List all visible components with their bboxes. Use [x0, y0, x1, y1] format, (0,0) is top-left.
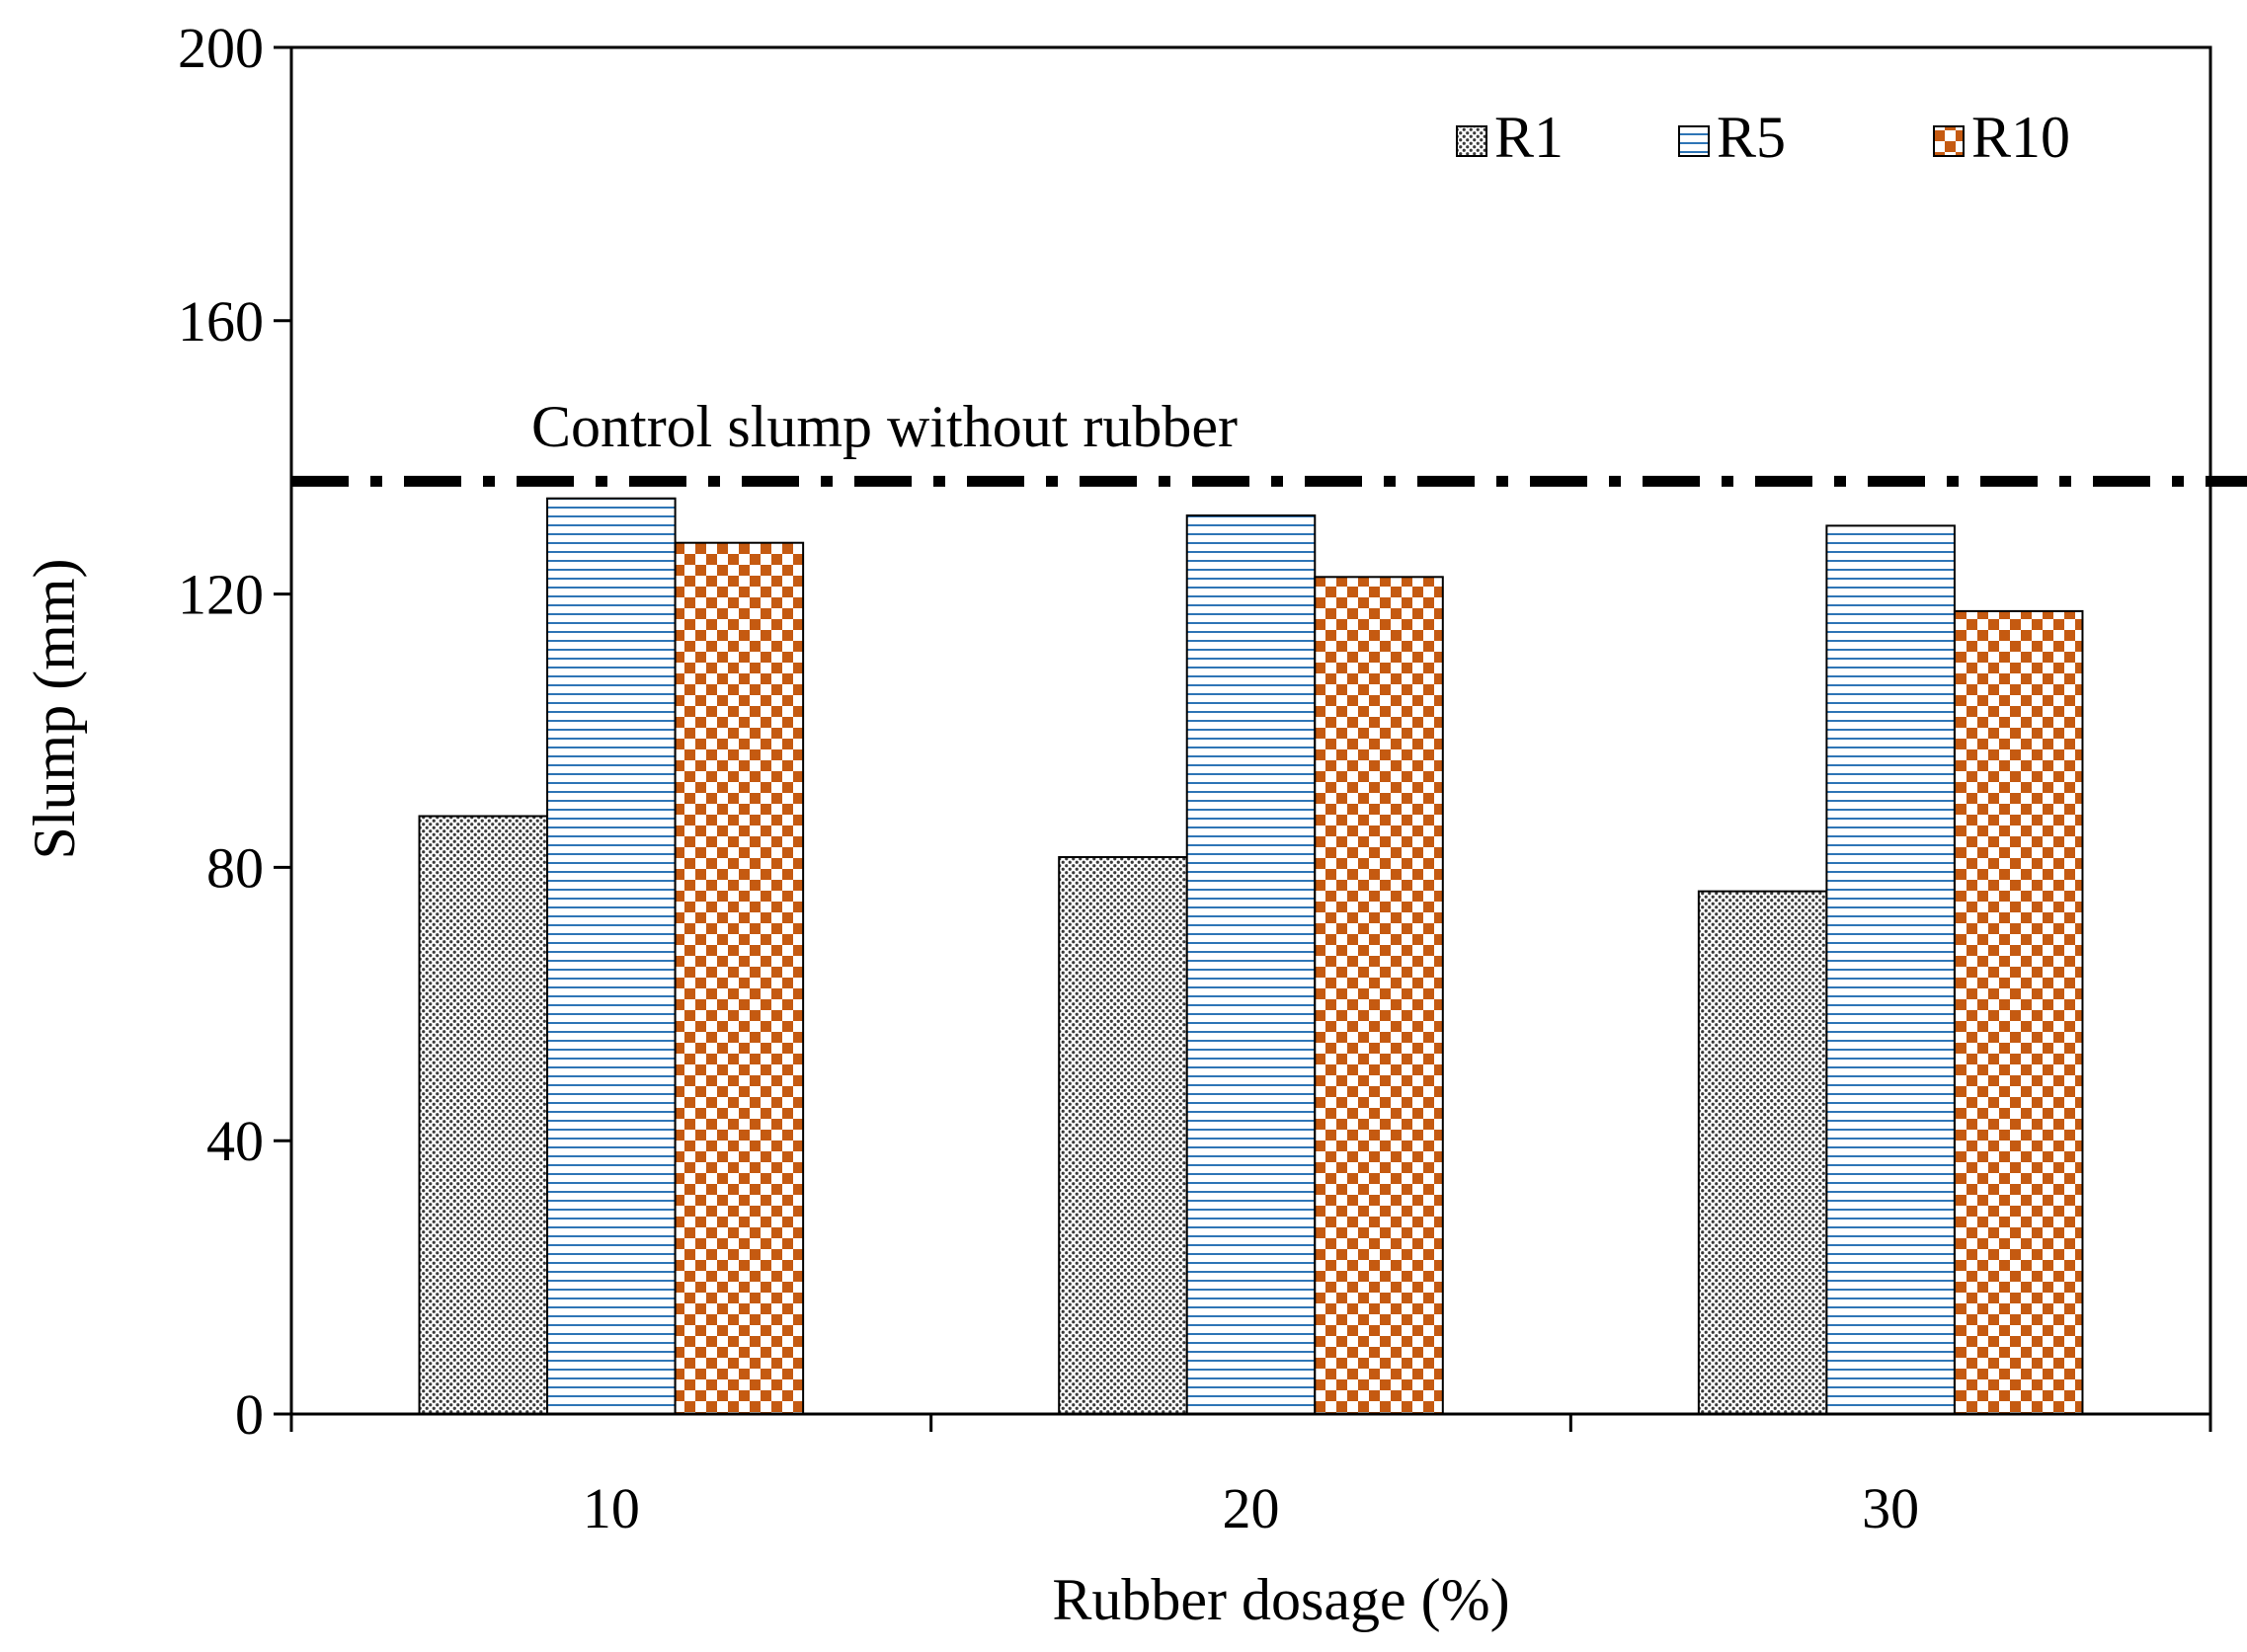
legend-swatch-r5 [1678, 125, 1710, 157]
legend-label-r10: R10 [1971, 105, 2070, 170]
legend-swatch-r10 [1933, 125, 1965, 157]
bar-r5-10 [546, 497, 677, 1416]
bar-r1-20 [1058, 856, 1188, 1415]
bar-r1-30 [1697, 890, 1828, 1415]
y-tick-label: 200 [178, 16, 264, 80]
bar-r10-20 [1314, 576, 1444, 1415]
legend-label-r5: R5 [1717, 105, 1786, 170]
bar-r5-20 [1185, 514, 1317, 1415]
x-tick-label: 20 [1223, 1476, 1280, 1540]
y-tick-label: 40 [206, 1109, 264, 1173]
legend-swatch-r1 [1456, 125, 1487, 157]
x-axis-title: Rubber dosage (%) [1052, 1567, 1509, 1632]
y-tick-label: 120 [178, 563, 264, 627]
y-axis-title: Slump (mm) [22, 558, 87, 859]
legend: R1 R5 R10 [1456, 105, 2070, 170]
y-tick-label: 160 [178, 289, 264, 354]
legend-label-r1: R1 [1494, 105, 1564, 170]
x-tick-label: 10 [583, 1476, 640, 1540]
x-axis-ticks: 10 20 30 [289, 1414, 2212, 1540]
y-axis-ticks: 0 40 80 120 160 200 [178, 16, 291, 1447]
x-tick-label: 30 [1862, 1476, 1919, 1540]
bars-layer [418, 497, 2084, 1416]
bar-r10-30 [1953, 609, 2084, 1415]
y-tick-label: 80 [206, 835, 264, 900]
y-tick-label: 0 [235, 1382, 264, 1447]
bar-r5-30 [1825, 524, 1956, 1415]
control-reference-label: Control slump without rubber [531, 394, 1238, 459]
bar-r1-10 [418, 815, 549, 1415]
axes-layer [289, 45, 2212, 1416]
bar-r10-10 [674, 541, 805, 1415]
